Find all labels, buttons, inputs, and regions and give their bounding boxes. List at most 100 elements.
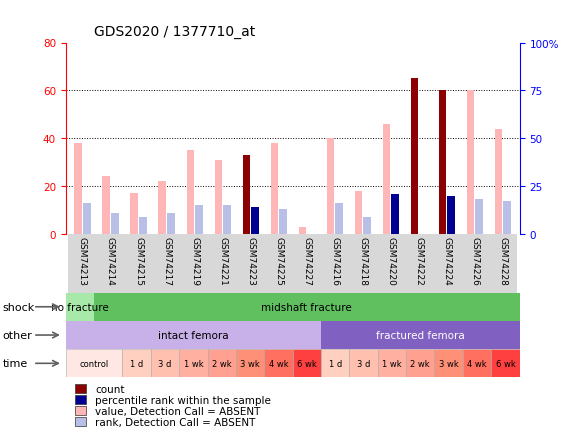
Bar — [491, 349, 520, 378]
Text: 3 d: 3 d — [158, 359, 172, 368]
Bar — [467, 91, 475, 234]
Bar — [461, 234, 489, 293]
Bar — [236, 234, 264, 293]
Bar — [292, 349, 321, 378]
Bar — [293, 234, 321, 293]
Bar — [335, 204, 343, 234]
Bar — [139, 217, 147, 234]
Bar — [69, 234, 96, 293]
Text: GSM74215: GSM74215 — [134, 236, 143, 285]
Text: GSM74213: GSM74213 — [78, 236, 87, 285]
Bar — [75, 384, 86, 393]
Bar — [475, 200, 483, 234]
Text: control: control — [79, 359, 108, 368]
Text: rank, Detection Call = ABSENT: rank, Detection Call = ABSENT — [95, 417, 256, 427]
Text: count: count — [95, 384, 124, 394]
Bar — [349, 349, 378, 378]
Bar — [66, 349, 122, 378]
Text: 6 wk: 6 wk — [297, 359, 317, 368]
Bar — [383, 125, 391, 234]
Text: midshaft fracture: midshaft fracture — [262, 302, 352, 312]
Bar — [327, 139, 334, 234]
Bar — [363, 217, 371, 234]
Text: GSM74225: GSM74225 — [274, 236, 283, 285]
Text: GSM74217: GSM74217 — [162, 236, 171, 285]
Text: GSM74224: GSM74224 — [443, 236, 451, 285]
Text: value, Detection Call = ABSENT: value, Detection Call = ABSENT — [95, 406, 260, 416]
Bar — [406, 349, 435, 378]
Bar — [405, 234, 433, 293]
Bar — [391, 194, 399, 234]
Bar — [195, 206, 203, 234]
Bar — [391, 202, 399, 234]
Text: other: other — [3, 330, 33, 340]
Bar — [494, 129, 502, 234]
Bar — [187, 151, 194, 234]
Text: GSM74218: GSM74218 — [358, 236, 367, 285]
Text: 1 d: 1 d — [130, 359, 143, 368]
Text: GSM74221: GSM74221 — [218, 236, 227, 285]
Text: 1 wk: 1 wk — [382, 359, 402, 368]
Bar — [66, 293, 94, 321]
Text: GSM74219: GSM74219 — [190, 236, 199, 285]
Bar — [122, 349, 151, 378]
Bar — [208, 234, 236, 293]
Text: GSM74223: GSM74223 — [246, 236, 255, 285]
Bar — [321, 349, 349, 378]
Bar — [66, 321, 321, 349]
Text: GSM74220: GSM74220 — [386, 236, 395, 285]
Bar — [111, 214, 119, 234]
Bar — [349, 234, 377, 293]
Bar — [159, 182, 166, 234]
Bar — [236, 349, 264, 378]
Text: GDS2020 / 1377710_at: GDS2020 / 1377710_at — [94, 25, 255, 39]
Text: 3 wk: 3 wk — [240, 359, 260, 368]
Text: 4 wk: 4 wk — [268, 359, 288, 368]
Bar — [433, 234, 461, 293]
Bar — [243, 155, 250, 234]
Bar — [215, 160, 222, 234]
Text: 4 wk: 4 wk — [467, 359, 487, 368]
Text: GSM74214: GSM74214 — [106, 236, 115, 285]
Bar — [411, 79, 419, 234]
Bar — [75, 418, 86, 426]
Bar — [130, 194, 138, 234]
Text: GSM74226: GSM74226 — [471, 236, 479, 285]
Bar — [264, 234, 293, 293]
Bar — [503, 202, 511, 234]
Bar — [152, 234, 180, 293]
Text: GSM74228: GSM74228 — [498, 236, 507, 285]
Bar — [271, 144, 278, 234]
Text: GSM74216: GSM74216 — [330, 236, 339, 285]
Bar — [321, 321, 520, 349]
Text: 1 wk: 1 wk — [183, 359, 203, 368]
Text: 3 wk: 3 wk — [439, 359, 459, 368]
Bar — [489, 234, 517, 293]
Bar — [75, 395, 86, 404]
Text: GSM74227: GSM74227 — [302, 236, 311, 285]
Bar — [321, 234, 349, 293]
Bar — [439, 91, 447, 234]
Text: shock: shock — [3, 302, 35, 312]
Bar — [102, 177, 110, 234]
Bar — [75, 406, 86, 415]
Bar — [279, 210, 287, 234]
Text: 2 wk: 2 wk — [212, 359, 231, 368]
Text: 6 wk: 6 wk — [496, 359, 515, 368]
Text: time: time — [3, 358, 28, 368]
Bar — [96, 234, 124, 293]
Bar — [207, 349, 236, 378]
Bar — [355, 191, 363, 234]
Bar — [447, 196, 455, 234]
Bar — [180, 234, 208, 293]
Bar — [83, 204, 91, 234]
Text: percentile rank within the sample: percentile rank within the sample — [95, 395, 271, 404]
Text: 2 wk: 2 wk — [411, 359, 430, 368]
Bar — [74, 144, 82, 234]
Bar — [167, 214, 175, 234]
Bar — [151, 349, 179, 378]
Text: GSM74222: GSM74222 — [414, 236, 423, 285]
Bar — [124, 234, 152, 293]
Bar — [179, 349, 207, 378]
Bar — [264, 349, 292, 378]
